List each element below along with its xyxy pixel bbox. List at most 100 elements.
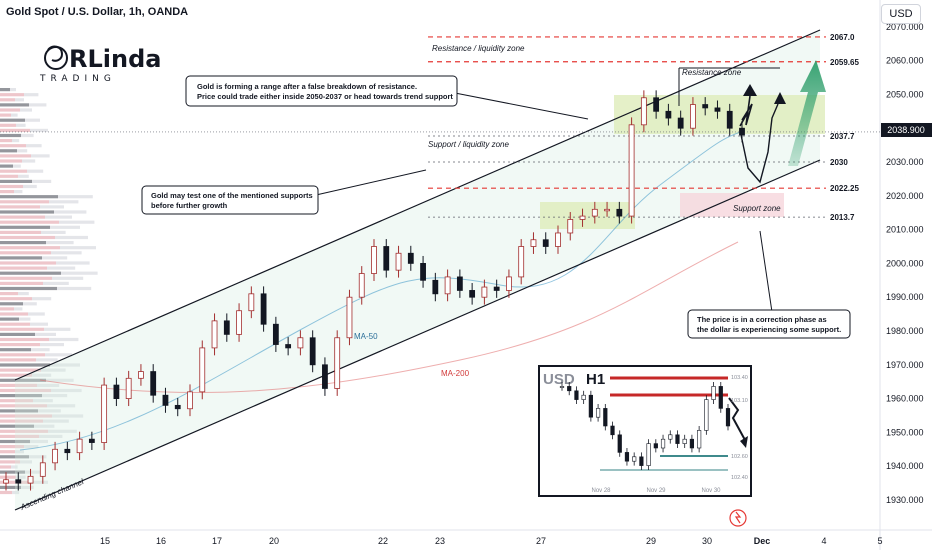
candle <box>714 107 721 112</box>
volume-profile-bar-secondary <box>48 429 77 433</box>
volume-profile-bar-secondary <box>28 312 45 316</box>
rlinda-logo: RLinda TRADING <box>39 45 161 84</box>
volume-profile-bar-secondary <box>22 159 36 163</box>
volume-profile-bar-secondary <box>57 286 92 291</box>
volume-profile-bar-secondary <box>60 246 96 250</box>
volume-profile-bar <box>0 439 30 444</box>
level-label: 2013.7 <box>830 213 855 222</box>
volume-profile-bar-secondary <box>35 332 56 336</box>
price-tick-label: 1980.000 <box>886 326 924 336</box>
volume-profile-bar-secondary <box>52 276 84 280</box>
volume-profile-bar <box>0 378 46 382</box>
time-tick-label: 17 <box>212 536 222 546</box>
volume-profile-bar-secondary <box>21 133 34 138</box>
candle <box>542 239 549 247</box>
volume-profile-bar <box>0 210 54 214</box>
inset-candles <box>559 382 731 470</box>
volume-profile-bar-secondary <box>23 302 37 306</box>
price-tick-label: 1960.000 <box>886 394 924 404</box>
volume-profile-bar-secondary <box>37 383 60 387</box>
time-tick-label: 5 <box>877 536 882 546</box>
volume-profile-bar <box>0 373 32 377</box>
inset-candle <box>624 452 630 462</box>
inset-tick-label: 103.40 <box>731 375 748 381</box>
currency-selector[interactable]: USD <box>881 4 921 24</box>
annotation-box-bottom <box>687 309 851 339</box>
inset-candle <box>639 456 644 466</box>
volume-profile-bar-secondary <box>29 455 47 459</box>
volume-profile-bar-secondary <box>47 404 76 408</box>
volume-profile-bar-secondary <box>17 149 28 153</box>
time-tick-label: 4 <box>821 536 826 546</box>
volume-profile-bar <box>0 200 49 204</box>
volume-profile-bar <box>0 271 61 275</box>
candle <box>469 290 476 298</box>
candle <box>223 320 230 335</box>
volume-profile-bar <box>0 434 39 438</box>
candle <box>52 448 58 464</box>
volume-profile-bar-secondary <box>51 251 82 255</box>
time-tick-label: 20 <box>269 536 279 546</box>
volume-profile-bar <box>0 261 56 265</box>
candle <box>518 246 525 278</box>
volume-profile-bar <box>0 358 36 362</box>
logo-big-text: RLinda <box>69 45 161 73</box>
inset-candle <box>567 386 572 392</box>
price-tick-label: 2010.000 <box>886 225 924 235</box>
annotation-middle-line-2: before further growth <box>151 201 228 210</box>
volume-profile-bar <box>0 327 44 331</box>
resistance-liquidity-zone-label: Resistance / liquidity zone <box>432 44 525 53</box>
candle <box>530 239 537 247</box>
volume-profile-bar <box>0 149 17 153</box>
candle <box>555 232 561 247</box>
time-axis: 15 16 17 20 22 23 27 29 30 Dec 4 5 <box>100 536 883 546</box>
inset-candle <box>610 425 615 436</box>
volume-profile-bar <box>0 337 49 342</box>
inset-candle <box>697 430 702 449</box>
volume-profile-bar <box>0 332 35 336</box>
volume-profile-bar-secondary <box>30 480 48 484</box>
candle <box>506 276 512 291</box>
inset-candle <box>574 390 579 400</box>
volume-profile-bar <box>0 302 23 306</box>
volume-profile-bar-secondary <box>47 266 76 270</box>
candle <box>76 438 83 454</box>
candle <box>309 337 316 366</box>
time-tick-label: 27 <box>536 536 546 546</box>
price-tick-label: 2060.000 <box>886 56 924 66</box>
candle <box>236 310 242 335</box>
volume-profile-bar <box>0 128 30 132</box>
volume-profile-bar-secondary <box>43 419 69 423</box>
inset-candle <box>595 408 601 418</box>
volume-profile-bar-secondary <box>11 113 18 117</box>
volume-profile-bar-secondary <box>15 98 24 102</box>
callout-line-middle <box>315 169 427 196</box>
volume-profile-bar <box>0 470 25 474</box>
level-label: 2067.0 <box>830 33 855 42</box>
projection-support-path <box>739 103 779 184</box>
volume-profile-bar-secondary <box>31 348 50 352</box>
candle <box>395 252 402 271</box>
resistance-zone-box <box>614 95 825 134</box>
volume-profile-bar <box>0 429 48 433</box>
candle <box>653 97 660 112</box>
volume-profile-bar <box>0 113 11 117</box>
volume-profile-bar <box>0 281 43 285</box>
inset-candle <box>682 438 687 444</box>
volume-profile-bar-secondary <box>41 368 66 372</box>
candle <box>739 127 745 136</box>
volume-profile-bar <box>0 450 15 454</box>
volume-profile-bar <box>0 169 27 173</box>
price-tick-label: 1940.000 <box>886 461 924 471</box>
price-axis-panel <box>880 0 932 550</box>
volume-profile-bar-secondary <box>23 184 37 189</box>
candle <box>125 377 132 400</box>
volume-profile-bar-secondary <box>52 414 84 418</box>
volume-profile-bar <box>0 88 10 92</box>
price-tick-label: 1990.000 <box>886 292 924 302</box>
inset-date-label: Nov 28 <box>591 488 611 494</box>
level-label: 2059.65 <box>830 58 859 67</box>
inset-symbol: USD <box>543 371 575 388</box>
volume-profile-bar-secondary <box>42 256 68 260</box>
